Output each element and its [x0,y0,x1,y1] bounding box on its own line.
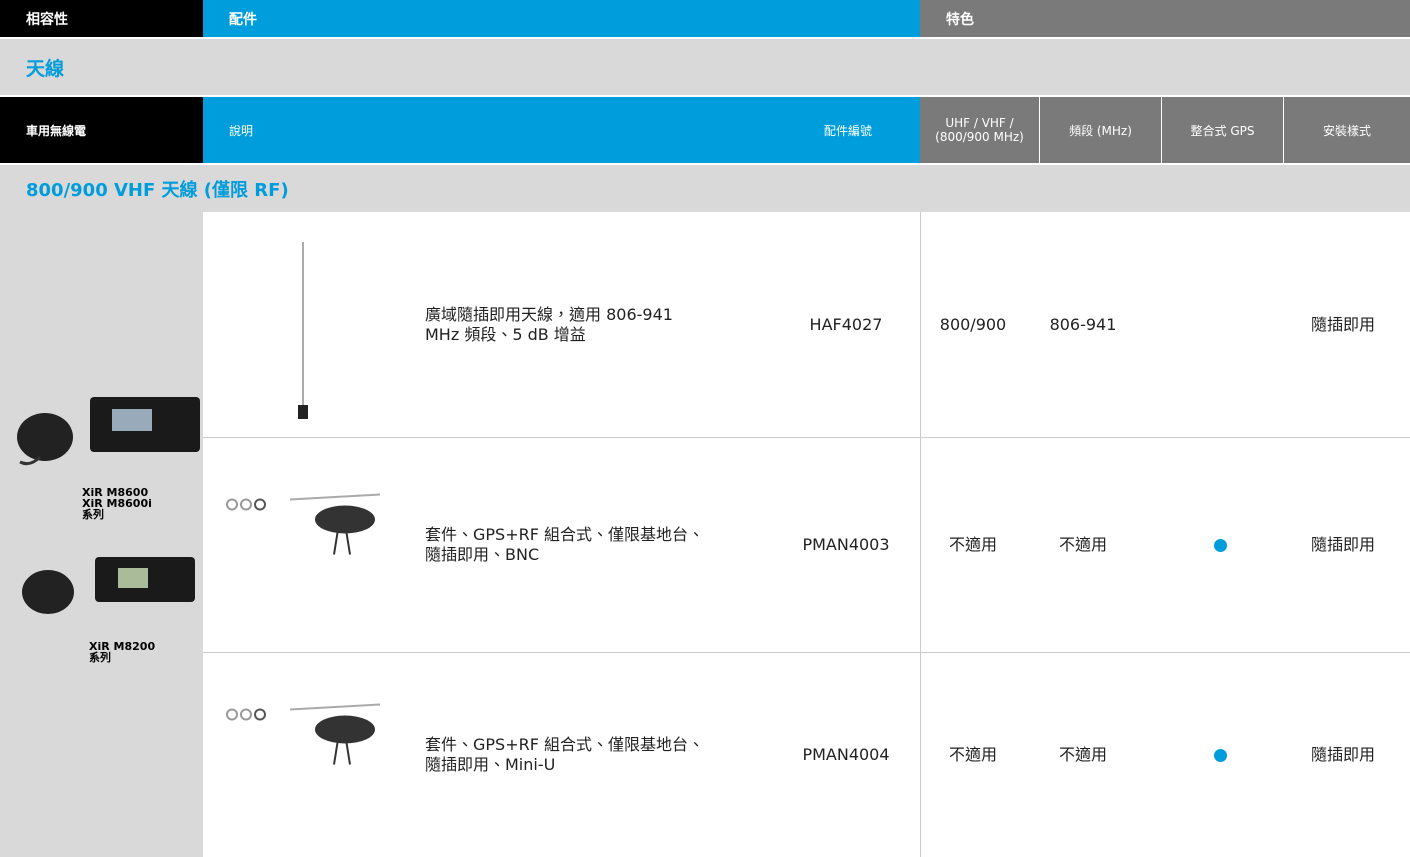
radio-image [22,557,195,614]
header-cell: 相容性 [0,0,203,37]
radio-label: XiR M8600 XiR M8600i 系列 [82,486,152,521]
radio-column [0,212,203,857]
row-divider [203,437,1410,438]
frequency: 不適用 [1058,744,1107,764]
column-header: 頻段 (MHz) [1040,97,1161,163]
part-number: HAF4027 [809,314,883,334]
part-number: PMAN4004 [802,744,890,764]
section-row: 800/900 VHF 天線 (僅限 RF) [0,165,1410,212]
header-cell: 特色 [920,0,1410,37]
column-header: 安裝樣式 [1284,97,1410,163]
mount: 隨插即用 [1310,744,1375,764]
column-header: UHF / VHF / (800/900 MHz) [920,97,1039,163]
radio-label: XiR M8200 系列 [89,640,156,664]
category-row: 天線 [0,39,1410,95]
band: 不適用 [948,534,997,554]
radio-images [17,397,200,614]
column-header: 車用無線電 [0,97,203,163]
radio-image [17,397,200,466]
accessory-image [298,242,308,419]
accessory-image [226,703,381,765]
column-header: 說明 [203,97,798,163]
frequency: 806-941 [1049,314,1117,334]
frequency: 不適用 [1058,534,1107,554]
part-number: PMAN4003 [802,534,890,554]
divider [920,212,921,857]
gps-dot [1214,538,1227,552]
header-cell: 配件 [203,0,920,37]
description: 廣域隨插即用天線，適用 806-941 MHz 頻段、5 dB 增益 [425,304,673,344]
accessory-image [226,493,381,555]
description: 套件、GPS+RF 組合式、僅限基地台、 隨插即用、BNC [425,524,705,564]
column-header: 整合式 GPS [1162,97,1283,163]
gps-dot [1214,748,1227,762]
column-header: 配件編號 [798,97,920,163]
band: 800/900 [939,314,1007,334]
row-divider [203,652,1410,653]
description: 套件、GPS+RF 組合式、僅限基地台、 隨插即用、Mini-U [425,734,705,774]
mount: 隨插即用 [1310,314,1375,334]
band: 不適用 [948,744,997,764]
mount: 隨插即用 [1310,534,1375,554]
